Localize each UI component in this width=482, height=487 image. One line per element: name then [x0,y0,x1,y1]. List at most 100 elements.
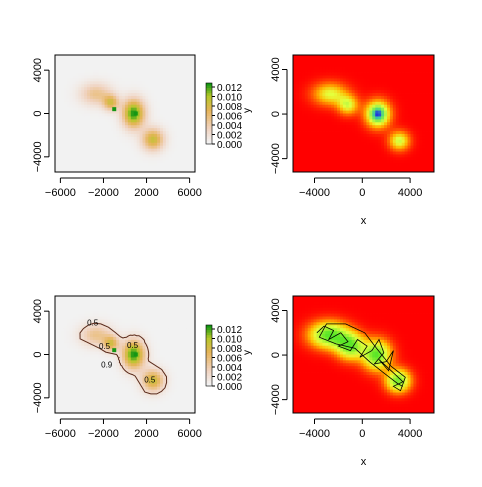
heat-cell [58,366,61,369]
heat-cell [331,149,334,152]
heat-cell [302,87,305,90]
heat-cell [172,102,175,105]
heat-cell [61,61,64,64]
heat-cell [125,78,128,81]
heat-cell [102,163,105,166]
heat-cell [64,343,67,346]
heat-cell [349,61,352,64]
heat-cell [317,157,320,160]
heat-cell [189,78,192,81]
heat-cell [180,160,183,163]
heat-cell [399,105,402,108]
heat-cell [366,157,369,160]
heat-cell [390,134,393,137]
heat-cell [413,154,416,157]
heat-cell [305,64,308,67]
heat-cell [58,137,61,140]
heat-cell [67,67,70,70]
heat-cell [84,125,87,128]
heat-cell [58,160,61,163]
heat-cell [317,73,320,76]
heat-cell [416,87,419,90]
heat-cell [131,352,134,355]
heat-cell [296,160,299,163]
heat-cell [393,128,396,131]
heat-cell [314,96,317,99]
heat-cell [157,61,160,64]
heat-cell [402,102,405,105]
heat-cell [337,99,340,102]
heat-cell [143,96,146,99]
heat-cell [75,154,78,157]
heat-cell [419,90,422,93]
heat-cell [81,152,84,155]
heat-cell [99,122,102,125]
heat-cell [96,75,99,78]
heat-cell [311,146,314,149]
heat-cell [145,166,148,169]
heat-cell [128,357,131,360]
heat-cell [99,134,102,137]
heat-cell [366,84,369,87]
heat-cell [349,134,352,137]
heat-cell [186,146,189,149]
heat-cell [355,134,358,137]
heat-cell [64,73,67,76]
heat-cell [70,360,73,363]
heat-cell [99,398,102,401]
heat-cell [175,102,178,105]
heat-cell [134,119,137,122]
heat-cell [108,393,111,396]
heat-cell [160,143,163,146]
heat-cell [119,90,122,93]
heat-cell [154,58,157,61]
heat-cell [399,58,402,61]
heat-cell [154,99,157,102]
heat-cell [122,343,125,346]
heat-cell [108,398,111,401]
heat-cell [340,105,343,108]
heat-cell [113,375,116,378]
heat-cell [378,146,381,149]
heat-cell [64,387,67,390]
heat-cell [293,78,296,81]
heat-cell [419,61,422,64]
heat-cell [352,96,355,99]
heat-cell [105,90,108,93]
heat-cell [61,384,64,387]
heat-cell [302,140,305,143]
heat-cell [157,99,160,102]
heat-cell [172,99,175,102]
heat-cell [322,128,325,131]
heat-cell [387,125,390,128]
heat-cell [355,64,358,67]
heat-cell [122,305,125,308]
heat-cell [96,384,99,387]
heat-cell [151,116,154,119]
heat-cell [113,340,116,343]
heat-cell [116,314,119,317]
heat-cell [81,363,84,366]
heat-cell [78,369,81,372]
heat-cell [393,105,396,108]
heat-cell [90,102,93,105]
heat-cell [366,90,369,93]
heat-cell [405,111,408,114]
heat-cell [157,128,160,131]
heat-cell [355,125,358,128]
heat-cell [390,163,393,166]
heat-cell [81,305,84,308]
heat-cell [402,99,405,102]
heat-cell [110,381,113,384]
heat-cell [110,393,113,396]
heat-cell [81,111,84,114]
heat-cell [319,58,322,61]
heat-cell [172,154,175,157]
heat-cell [189,96,192,99]
heat-cell [134,163,137,166]
heat-cell [67,93,70,96]
heat-cell [110,154,113,157]
heat-cell [163,143,166,146]
heat-cell [128,311,131,314]
heat-cell [422,119,425,122]
